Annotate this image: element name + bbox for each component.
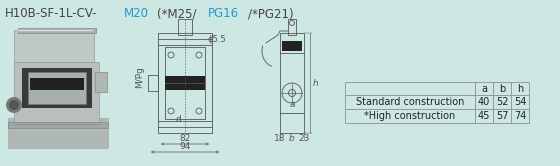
Text: 82: 82 bbox=[179, 134, 191, 143]
Bar bbox=[28, 72, 86, 104]
Bar bbox=[22, 68, 92, 108]
Text: a: a bbox=[481, 83, 487, 93]
Bar bbox=[511, 95, 529, 109]
Text: M/Pg: M/Pg bbox=[136, 66, 144, 88]
Text: 45: 45 bbox=[478, 111, 490, 121]
Bar bbox=[30, 78, 84, 90]
Bar bbox=[288, 19, 296, 35]
Bar bbox=[14, 30, 94, 62]
Text: 52: 52 bbox=[496, 97, 508, 107]
Bar bbox=[18, 28, 96, 33]
Text: *High construction: *High construction bbox=[365, 111, 456, 121]
Bar bbox=[345, 95, 475, 109]
Bar bbox=[158, 33, 212, 133]
Text: b: b bbox=[499, 83, 505, 93]
Bar bbox=[345, 109, 475, 123]
Text: h: h bbox=[517, 83, 523, 93]
Text: 74: 74 bbox=[514, 111, 526, 121]
Bar bbox=[95, 72, 107, 92]
Circle shape bbox=[9, 100, 19, 110]
Text: b: b bbox=[289, 134, 295, 143]
Text: 18: 18 bbox=[274, 134, 286, 143]
Bar bbox=[8, 122, 108, 128]
Bar bbox=[280, 33, 304, 133]
Text: (*M25/: (*M25/ bbox=[157, 7, 196, 20]
Text: 57: 57 bbox=[496, 111, 508, 121]
Text: 54: 54 bbox=[514, 97, 526, 107]
Bar bbox=[282, 41, 302, 51]
Text: 40: 40 bbox=[478, 97, 490, 107]
Text: ϕ5.5: ϕ5.5 bbox=[207, 35, 226, 43]
Bar bbox=[475, 82, 493, 95]
Bar bbox=[8, 118, 108, 148]
Text: PG16: PG16 bbox=[208, 7, 239, 20]
Text: 94: 94 bbox=[179, 142, 191, 151]
Text: a: a bbox=[290, 100, 295, 109]
Text: /*PG21): /*PG21) bbox=[248, 7, 293, 20]
Bar bbox=[345, 82, 475, 95]
Bar bbox=[475, 109, 493, 123]
Text: d: d bbox=[175, 115, 181, 124]
Text: h: h bbox=[313, 79, 319, 87]
Bar bbox=[14, 62, 99, 124]
Text: 23: 23 bbox=[298, 134, 310, 143]
Bar bbox=[475, 95, 493, 109]
Bar bbox=[511, 82, 529, 95]
Bar bbox=[178, 19, 192, 35]
Circle shape bbox=[6, 97, 22, 113]
Text: H10B-SF-1L-CV-: H10B-SF-1L-CV- bbox=[5, 7, 97, 20]
Bar bbox=[511, 109, 529, 123]
Bar bbox=[493, 109, 511, 123]
Text: Standard construction: Standard construction bbox=[356, 97, 464, 107]
Text: M20: M20 bbox=[124, 7, 150, 20]
Bar bbox=[493, 82, 511, 95]
Bar bbox=[165, 47, 205, 119]
Bar bbox=[493, 95, 511, 109]
Bar bbox=[148, 75, 158, 91]
Bar bbox=[165, 76, 205, 90]
